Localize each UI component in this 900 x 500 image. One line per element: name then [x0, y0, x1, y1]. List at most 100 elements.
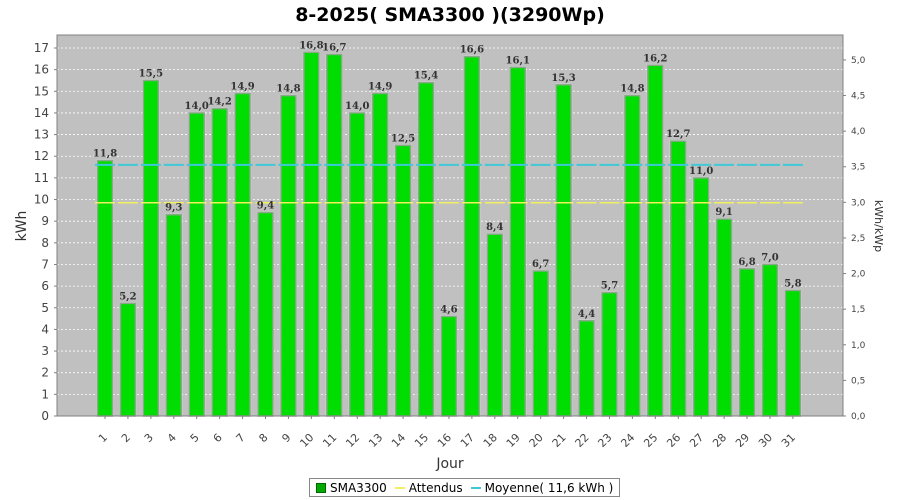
y-tick-label: 16	[34, 63, 49, 77]
x-tick-label: 24	[618, 431, 637, 450]
bar	[280, 94, 297, 417]
bar	[715, 218, 733, 417]
data-label: 14,9	[230, 81, 254, 92]
bar	[624, 94, 641, 417]
data-label: 12,7	[666, 129, 690, 140]
bar	[165, 213, 183, 417]
data-label: 16,8	[299, 40, 323, 51]
data-label: 14,8	[276, 84, 300, 95]
x-tick-label: 27	[687, 431, 706, 450]
legend-item-production: SMA3300	[316, 481, 387, 495]
data-label: 14,0	[185, 101, 209, 112]
y2-tick-label: 1,0	[851, 341, 866, 351]
bar	[440, 315, 458, 417]
bar	[509, 66, 526, 417]
data-label: 14,0	[345, 101, 369, 112]
y2-tick-label: 1,5	[851, 305, 865, 315]
y-tick-label: 5	[41, 301, 49, 315]
data-label: 14,2	[207, 97, 231, 108]
y2-tick-label: 4,5	[851, 92, 865, 102]
bar	[234, 92, 251, 417]
bar	[417, 81, 435, 417]
legend-label-production: SMA3300	[330, 480, 387, 495]
bar	[188, 112, 205, 417]
data-label: 7,0	[761, 252, 778, 263]
data-label: 16,7	[322, 42, 346, 53]
bar	[119, 302, 137, 417]
data-label: 8,4	[486, 222, 503, 233]
x-tick-label: 3	[142, 431, 156, 445]
legend-label-expected: Attendus	[408, 480, 463, 495]
x-tick-label: 23	[595, 431, 614, 450]
data-label: 5,7	[601, 281, 618, 292]
legend: SMA3300 Attendus Moyenne( 11,6 kWh )	[309, 478, 621, 497]
y-tick-label: 0	[41, 409, 49, 423]
y2-tick-label: 4,0	[851, 127, 866, 137]
legend-item-expected: Attendus	[394, 480, 463, 495]
y-tick-label: 2	[41, 366, 49, 380]
bar	[326, 53, 343, 417]
y-tick-label: 12	[34, 149, 49, 163]
x-tick-label: 21	[550, 431, 569, 450]
x-tick-label: 22	[573, 431, 592, 450]
x-axis: 1 2 3 4 5 6 7 8 9 10 11 12 13 14 15 16 17 18 19 20 21 22 23 24 2…	[57, 415, 843, 450]
data-label: 15,5	[139, 68, 163, 79]
x-tick-label: 11	[320, 431, 339, 450]
y-tick-label: 10	[34, 193, 49, 207]
y2-tick-label: 2,5	[851, 234, 865, 244]
data-label: 5,8	[784, 278, 801, 289]
y-tick-label: 11	[34, 171, 49, 185]
x-tick-label: 12	[343, 431, 362, 450]
data-label: 16,1	[506, 55, 530, 66]
bar	[348, 112, 366, 417]
legend-item-average: Moyenne( 11,6 kWh )	[470, 480, 614, 495]
bar	[555, 84, 572, 417]
x-tick-label: 10	[297, 431, 316, 450]
x-tick-label: 28	[710, 431, 729, 450]
y2-tick-label: 0,0	[851, 412, 866, 422]
data-label: 14,8	[620, 84, 644, 95]
x-tick-label: 19	[504, 431, 523, 450]
legend-expected-swatch	[394, 486, 405, 489]
x-tick-label: 18	[481, 431, 500, 450]
x-tick-label: 29	[733, 431, 752, 450]
legend-label-average: Moyenne( 11,6 kWh )	[484, 480, 614, 495]
data-label: 15,4	[414, 71, 438, 82]
data-labels: 11,85,215,59,314,014,214,99,414,816,816,…	[93, 40, 802, 319]
y2-tick-label: 3,5	[851, 163, 865, 173]
data-label: 9,4	[257, 201, 274, 212]
bar	[761, 263, 779, 417]
x-tick-label: 15	[412, 431, 431, 450]
y-tick-label: 3	[41, 344, 49, 358]
bar	[738, 268, 756, 417]
data-label: 4,6	[440, 304, 457, 315]
x-tick-label: 17	[458, 431, 477, 450]
legend-average-swatch	[470, 486, 481, 489]
x-tick-label: 16	[435, 431, 454, 450]
data-label: 15,3	[551, 73, 575, 84]
bar	[142, 79, 160, 417]
bar	[257, 211, 274, 417]
y-tick-label: 6	[41, 279, 49, 293]
x-tick-label: 26	[664, 431, 683, 450]
legend-bar-swatch	[316, 482, 326, 493]
data-label: 16,2	[643, 53, 667, 64]
bar	[211, 107, 228, 417]
y-tick-label: 8	[41, 236, 49, 250]
bar	[578, 320, 595, 417]
y2-tick-label: 0,5	[851, 376, 865, 386]
bar	[647, 64, 664, 417]
y2-tick-label: 3,0	[851, 198, 866, 208]
y-axis-label: kWh	[14, 211, 30, 242]
bar	[486, 233, 504, 417]
y-tick-label: 7	[41, 257, 49, 271]
data-label: 6,7	[532, 259, 549, 270]
data-label: 11,0	[689, 166, 713, 177]
data-label: 11,8	[93, 149, 117, 160]
x-tick-label: 2	[119, 431, 133, 445]
data-label: 12,5	[391, 133, 415, 144]
x-tick-label: 8	[256, 431, 270, 445]
y-tick-label: 4	[41, 322, 49, 336]
x-tick-label: 25	[641, 431, 660, 450]
chart-title: 8-2025( SMA3300 )(3290Wp)	[295, 4, 605, 26]
